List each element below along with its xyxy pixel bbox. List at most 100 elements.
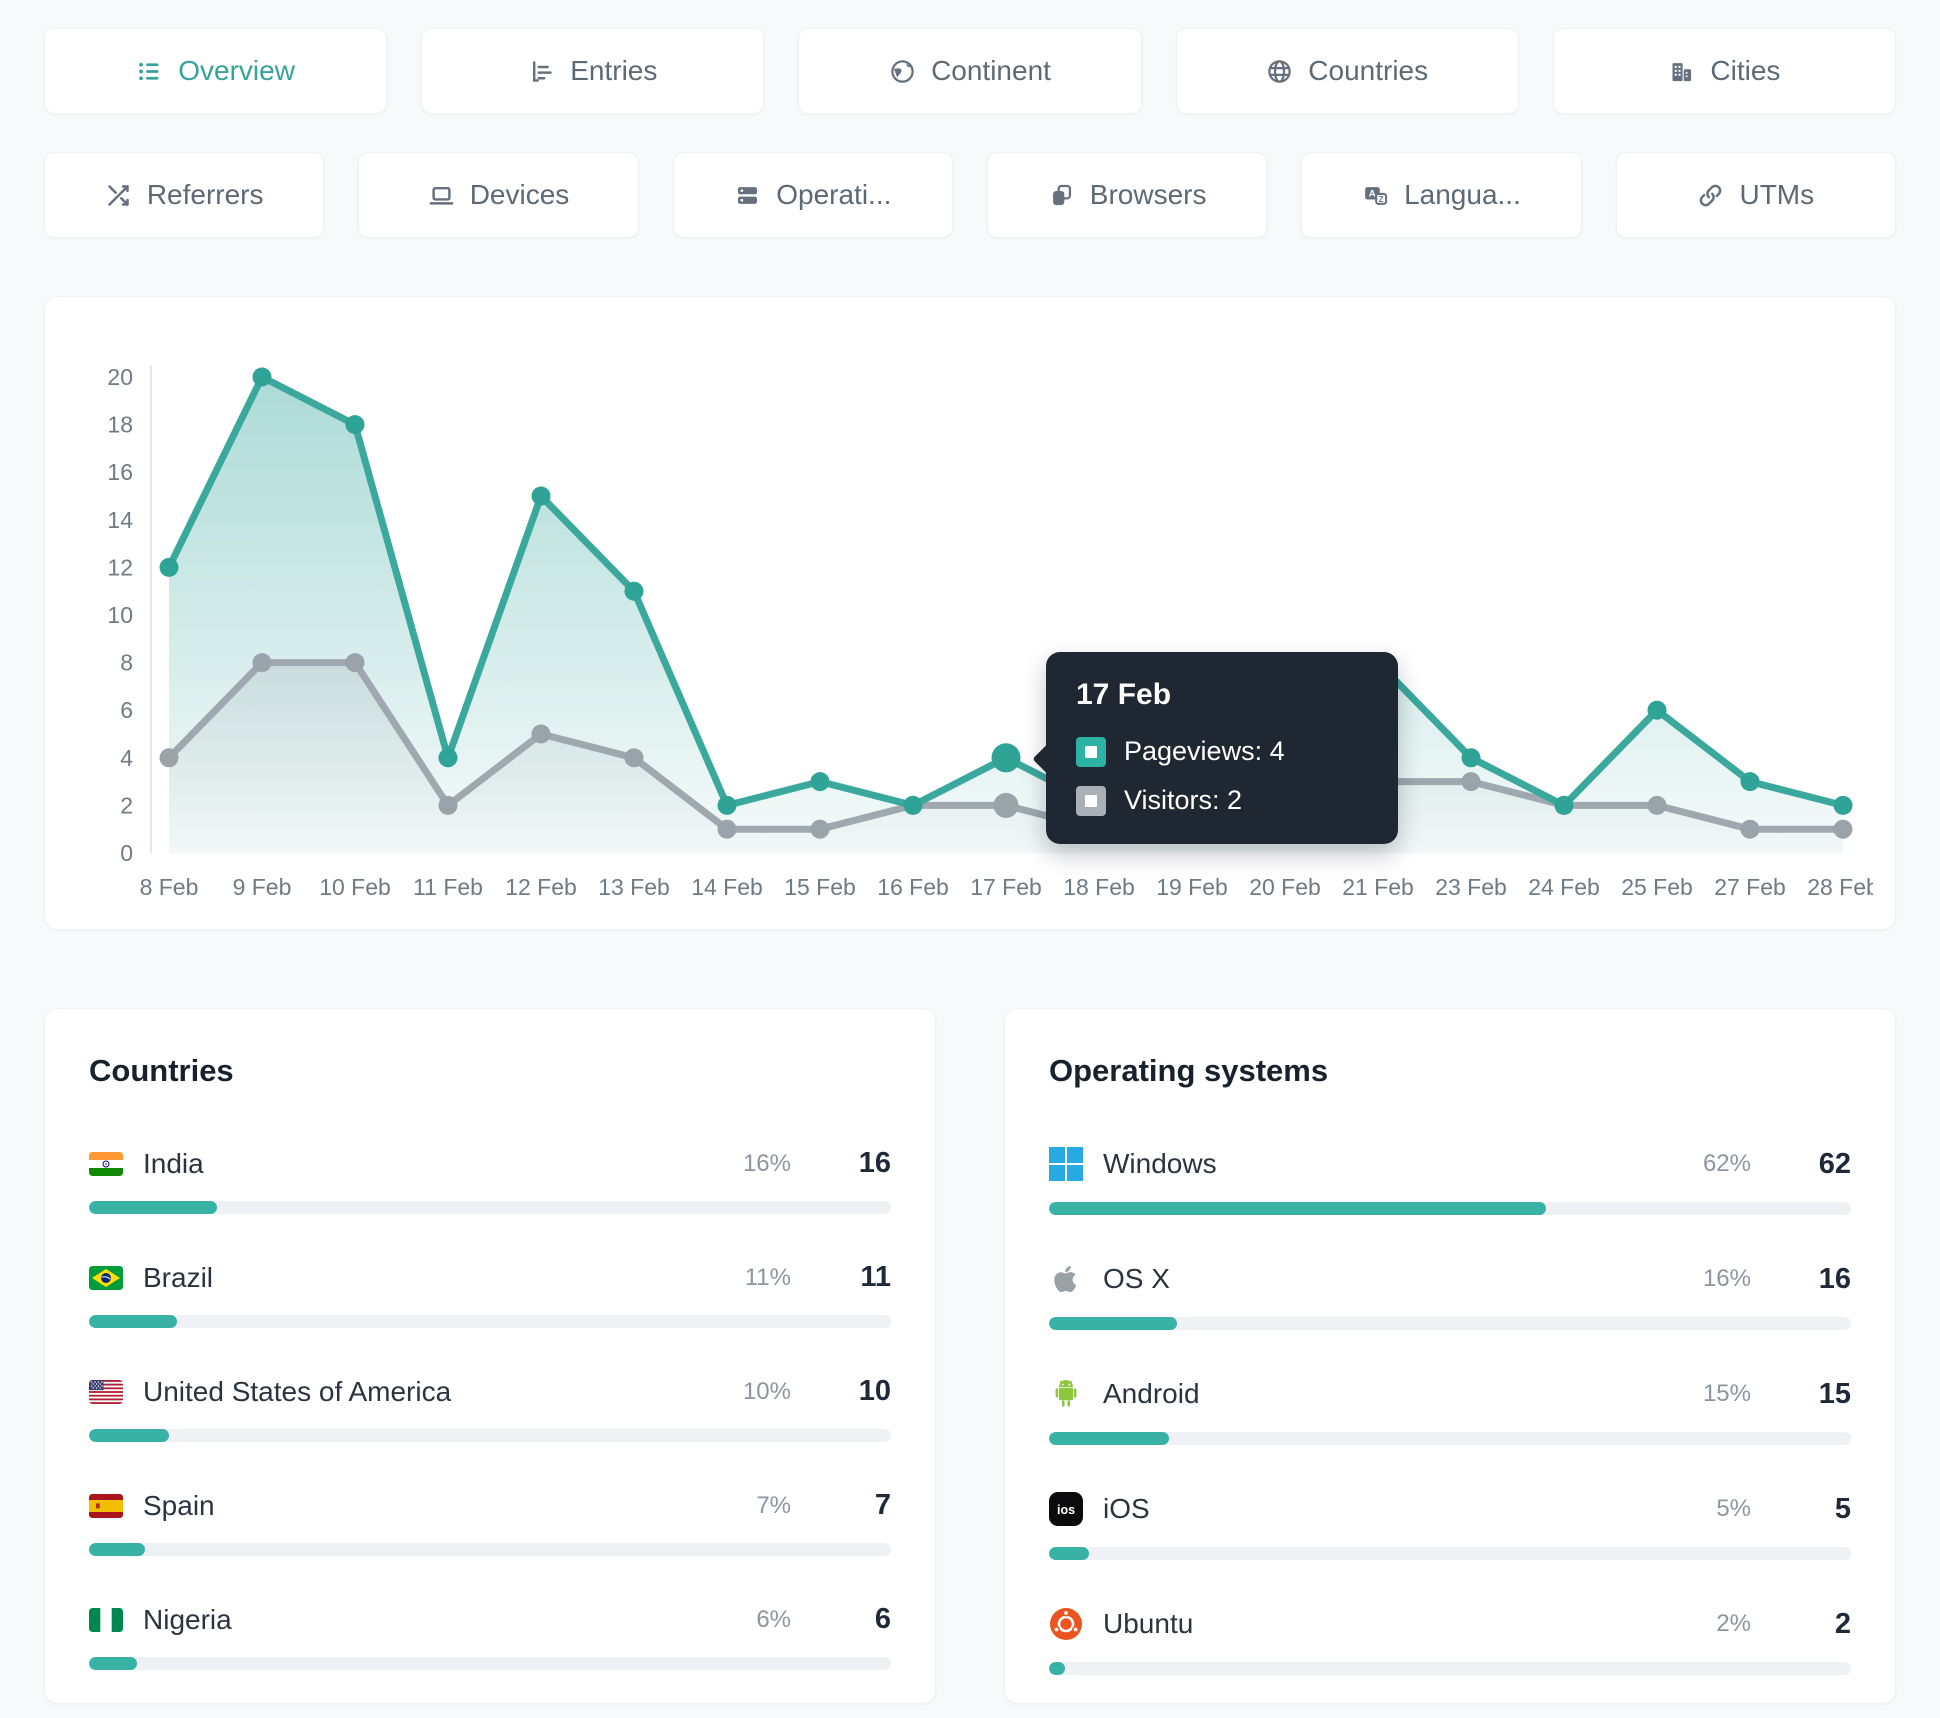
- tab-referrers[interactable]: Referrers: [44, 152, 325, 238]
- svg-text:12: 12: [107, 554, 133, 580]
- progress-fill: [89, 1201, 218, 1214]
- percent-value: 10%: [742, 1377, 791, 1405]
- pageviews-visitors-line-chart[interactable]: 0 2 4 6 8 10 12 14 16 18 20 8 Feb 9 Feb 10 Feb 11 Feb 1…: [69, 315, 1873, 915]
- svg-text:4: 4: [120, 745, 133, 771]
- svg-text:A: A: [1369, 188, 1376, 199]
- count-value: 6: [874, 1603, 891, 1635]
- progress-fill: [1049, 1202, 1547, 1215]
- count-value: 2: [1834, 1607, 1851, 1640]
- svg-text:25 Feb: 25 Feb: [1621, 874, 1693, 900]
- svg-text:15 Feb: 15 Feb: [784, 874, 856, 900]
- svg-text:Z: Z: [1379, 194, 1384, 203]
- svg-text:13 Feb: 13 Feb: [598, 874, 670, 900]
- tab-label: Browsers: [1089, 179, 1207, 210]
- svg-text:23 Feb: 23 Feb: [1435, 874, 1507, 900]
- tooltip-visitors-row: Visitors: 2: [1076, 785, 1368, 816]
- chart-tooltip: 17 Feb Pageviews: 4 Visitors: 2: [1046, 652, 1398, 844]
- brazil-flag-icon: [89, 1265, 123, 1290]
- laptop-icon: [429, 186, 454, 205]
- os-row-osx[interactable]: OS X 16% 16: [1049, 1262, 1851, 1330]
- progress-track: [1049, 1432, 1851, 1445]
- svg-text:ios: ios: [1057, 1503, 1075, 1517]
- os-row-ios[interactable]: ios iOS 5% 5: [1049, 1492, 1851, 1560]
- country-row-usa[interactable]: United States of America 10% 10: [89, 1375, 891, 1442]
- countries-card: Countries India 16% 16 Brazil 11% 11: [44, 1008, 936, 1704]
- ubuntu-icon: [1049, 1607, 1083, 1641]
- svg-text:20: 20: [107, 364, 133, 390]
- svg-text:9 Feb: 9 Feb: [233, 874, 292, 900]
- svg-text:16 Feb: 16 Feb: [877, 874, 949, 900]
- svg-text:18 Feb: 18 Feb: [1063, 874, 1135, 900]
- shuffle-icon: [108, 184, 129, 206]
- traffic-chart-card: 0 2 4 6 8 10 12 14 16 18 20 8 Feb 9 Feb 10 Feb 11 Feb 1…: [44, 296, 1896, 930]
- tab-label: Langua...: [1404, 179, 1521, 210]
- progress-fill: [1049, 1662, 1066, 1675]
- progress-fill: [1049, 1547, 1090, 1560]
- tab-label: Countries: [1308, 55, 1429, 86]
- svg-text:11 Feb: 11 Feb: [413, 874, 483, 900]
- count-value: 62: [1818, 1147, 1851, 1180]
- tooltip-pageviews-row: Pageviews: 4: [1076, 736, 1368, 767]
- svg-text:6: 6: [120, 697, 133, 723]
- list-icon: [139, 62, 159, 80]
- pageviews-swatch-icon: [1076, 736, 1106, 767]
- tab-cities[interactable]: Cities: [1552, 28, 1897, 114]
- globe-icon: [1268, 59, 1292, 83]
- country-row-nigeria[interactable]: Nigeria 6% 6: [89, 1603, 891, 1670]
- tab-entries[interactable]: Entries: [421, 28, 765, 114]
- tab-countries[interactable]: Countries: [1175, 28, 1519, 114]
- tab-devices[interactable]: Devices: [358, 152, 639, 238]
- progress-fill: [1049, 1317, 1178, 1330]
- tab-operating-systems[interactable]: Operati...: [672, 152, 953, 238]
- stats-cards-row: Countries India 16% 16 Brazil 11% 11: [44, 1008, 1896, 1704]
- country-row-brazil[interactable]: Brazil 11% 11: [89, 1261, 891, 1328]
- tab-label: UTMs: [1739, 179, 1815, 210]
- countries-card-title: Countries: [89, 1053, 234, 1088]
- tab-row-primary: Overview Entries Continent Countries Cit…: [44, 0, 1897, 114]
- progress-fill: [89, 1315, 178, 1328]
- percent-value: 5%: [1716, 1495, 1751, 1522]
- progress-fill: [89, 1543, 146, 1556]
- server-icon: [738, 186, 758, 204]
- progress-track: [1049, 1662, 1851, 1675]
- tab-continent[interactable]: Continent: [798, 28, 1142, 114]
- percent-value: 16%: [742, 1149, 791, 1177]
- os-row-windows[interactable]: Windows 62% 62: [1049, 1147, 1851, 1215]
- progress-fill: [89, 1429, 170, 1442]
- android-icon: [1049, 1377, 1083, 1411]
- progress-track: [89, 1201, 891, 1214]
- tab-label: Overview: [178, 55, 295, 86]
- country-row-india[interactable]: India 16% 16: [89, 1147, 891, 1214]
- svg-text:16: 16: [107, 459, 133, 485]
- tooltip-pageviews-label: Pageviews: 4: [1124, 736, 1285, 766]
- tooltip-visitors-label: Visitors: 2: [1124, 785, 1243, 815]
- progress-track: [1049, 1317, 1851, 1330]
- os-row-android[interactable]: Android 15% 15: [1049, 1377, 1851, 1445]
- progress-track: [89, 1315, 891, 1328]
- svg-text:17 Feb: 17 Feb: [970, 874, 1042, 900]
- tab-overview[interactable]: Overview: [44, 28, 388, 114]
- progress-fill: [89, 1657, 138, 1670]
- svg-text:28 Feb: 28 Feb: [1807, 874, 1873, 900]
- tab-label: Devices: [469, 179, 570, 210]
- svg-text:8 Feb: 8 Feb: [140, 874, 199, 900]
- earth-icon: [891, 59, 914, 83]
- svg-text:0: 0: [120, 840, 133, 866]
- buildings-icon: [1672, 62, 1692, 81]
- ios-icon: ios: [1049, 1492, 1083, 1526]
- browser-window-icon: [1052, 184, 1071, 205]
- svg-text:14: 14: [107, 507, 133, 533]
- os-row-ubuntu[interactable]: Ubuntu 2% 2: [1049, 1607, 1851, 1675]
- tab-browsers[interactable]: Browsers: [986, 152, 1268, 238]
- tab-label: Cities: [1710, 55, 1781, 86]
- tab-label: Entries: [570, 55, 658, 86]
- visitors-swatch-icon: [1076, 785, 1106, 816]
- usa-flag-icon: [89, 1379, 123, 1404]
- percent-value: 7%: [756, 1491, 791, 1519]
- operating-systems-card-title: Operating systems: [1049, 1053, 1329, 1088]
- count-value: 11: [860, 1261, 891, 1293]
- tab-utms[interactable]: UTMs: [1615, 152, 1896, 238]
- country-row-spain[interactable]: Spain 7% 7: [89, 1489, 891, 1556]
